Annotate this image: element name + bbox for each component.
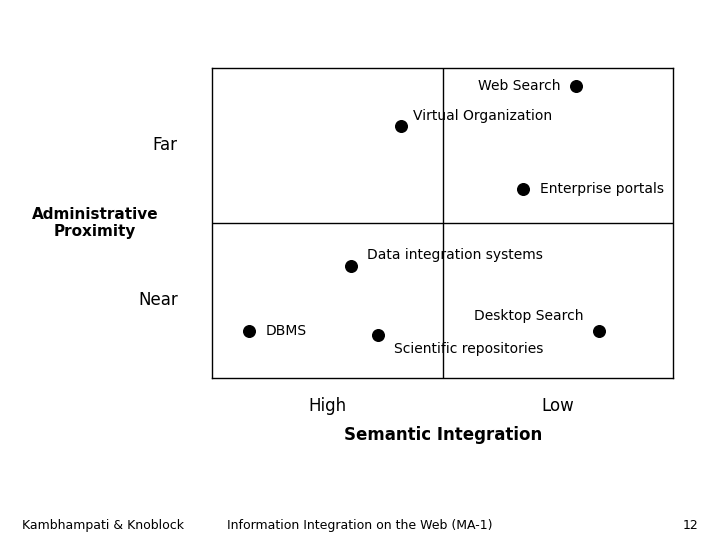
Text: Kambhampati & Knoblock: Kambhampati & Knoblock xyxy=(22,519,184,532)
Point xyxy=(395,122,407,131)
Text: Low: Low xyxy=(541,396,575,415)
Text: Administrative
Proximity: Administrative Proximity xyxy=(32,206,158,239)
Text: High: High xyxy=(309,396,346,415)
Point xyxy=(345,262,356,271)
Text: Web Search: Web Search xyxy=(478,79,560,93)
Text: Semantic Integration: Semantic Integration xyxy=(343,426,542,444)
Text: Far: Far xyxy=(153,136,178,154)
Text: Enterprise portals: Enterprise portals xyxy=(539,181,664,195)
Text: 12: 12 xyxy=(683,519,698,532)
Point xyxy=(571,82,582,90)
Point xyxy=(243,327,255,336)
Text: Information Integration on the Web (MA-1): Information Integration on the Web (MA-1… xyxy=(228,519,492,532)
Point xyxy=(518,184,529,193)
Text: DBMS: DBMS xyxy=(266,325,307,339)
Text: Near: Near xyxy=(138,292,178,309)
Text: Virtual Organization: Virtual Organization xyxy=(413,109,552,123)
Text: Desktop Search: Desktop Search xyxy=(474,309,583,323)
Point xyxy=(372,330,384,339)
Point xyxy=(594,327,606,336)
Text: Data integration systems: Data integration systems xyxy=(366,248,543,262)
Text: Scientific repositories: Scientific repositories xyxy=(395,341,544,355)
